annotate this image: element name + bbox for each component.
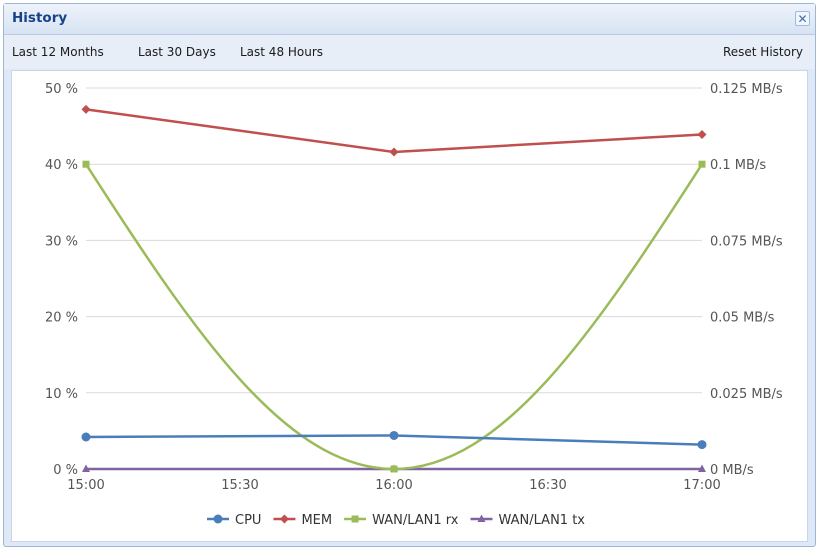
legend-marker-wan-lan1-tx <box>477 514 486 522</box>
data-point-wan-lan1-rx <box>82 160 90 168</box>
data-point-cpu <box>389 430 399 440</box>
close-icon[interactable]: ✕ <box>795 11 810 26</box>
y-left-tick-label: 10 % <box>45 387 78 402</box>
y-right-tick-label: 0 MB/s <box>710 463 754 478</box>
y-right-tick-label: 0.1 MB/s <box>710 158 766 173</box>
data-point-mem <box>389 147 399 157</box>
legend-label-mem: MEM <box>301 513 332 528</box>
y-left-tick-label: 30 % <box>45 234 78 249</box>
x-tick-label: 15:00 <box>67 478 104 493</box>
y-right-tick-label: 0.025 MB/s <box>710 387 783 402</box>
history-toolbar: Last 12 Months Last 30 Days Last 48 Hour… <box>4 35 815 69</box>
y-left-tick-label: 20 % <box>45 311 78 326</box>
x-tick-label: 17:00 <box>683 478 720 493</box>
x-tick-label: 15:30 <box>221 478 258 493</box>
reset-history-button[interactable]: Reset History <box>722 45 803 59</box>
legend-label-cpu: CPU <box>235 513 261 528</box>
legend-marker-wan-lan1-rx <box>351 515 359 523</box>
data-point-wan-lan1-rx <box>698 160 706 168</box>
data-point-cpu <box>697 440 707 450</box>
legend-marker-cpu <box>213 514 223 524</box>
data-point-mem <box>81 104 91 114</box>
history-chart: 0 % 0 MB/s 10 % 0.025 MB/s 20 % 0.05 MB/s 30 %… <box>45 82 783 528</box>
data-point-wan-lan1-tx <box>82 464 90 472</box>
y-right-tick-label: 0.125 MB/s <box>710 82 783 97</box>
last-48-hours-button[interactable]: Last 48 Hours <box>240 45 324 59</box>
data-point-mem <box>697 129 707 139</box>
y-left-tick-label: 0 % <box>53 463 78 478</box>
history-window: History ✕ Last 12 Months Last 30 Days La… <box>3 3 816 547</box>
last-30-days-button[interactable]: Last 30 Days <box>138 45 216 59</box>
x-tick-label: 16:30 <box>529 478 566 493</box>
x-tick-label: 16:00 <box>375 478 412 493</box>
legend-marker-mem <box>279 514 289 524</box>
legend-label-wan-lan1-rx: WAN/LAN1 rx <box>372 513 459 528</box>
window-title: History <box>12 10 68 26</box>
data-point-wan-lan1-tx <box>698 464 706 472</box>
data-point-wan-lan1-rx <box>390 465 398 473</box>
y-right-tick-label: 0.075 MB/s <box>710 234 783 249</box>
y-left-tick-label: 40 % <box>45 158 78 173</box>
y-right-tick-label: 0.05 MB/s <box>710 311 775 326</box>
y-left-tick-label: 50 % <box>45 82 78 97</box>
series-line-mem <box>85 108 703 154</box>
data-point-cpu <box>81 432 91 442</box>
window-titlebar: History ✕ <box>4 4 815 35</box>
chart-panel: 0 % 0 MB/s 10 % 0.025 MB/s 20 % 0.05 MB/s 30 %… <box>11 70 808 542</box>
legend-label-wan-lan1-tx: WAN/LAN1 tx <box>499 513 586 528</box>
last-12-months-button[interactable]: Last 12 Months <box>12 45 104 59</box>
